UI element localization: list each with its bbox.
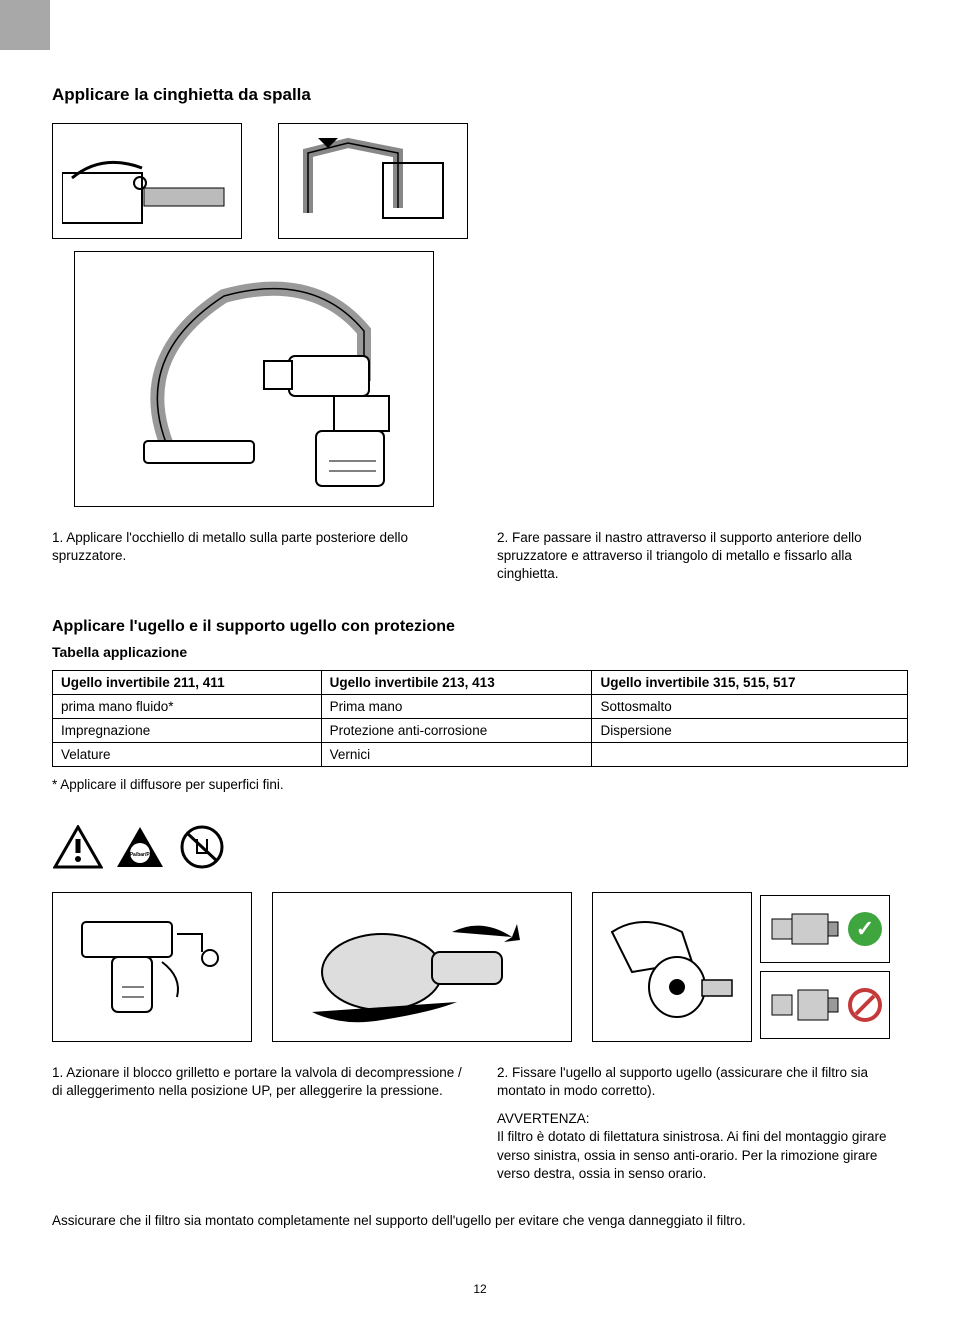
table-cell: Prima mano (321, 694, 592, 718)
illustration-correct (768, 904, 842, 954)
illustration-incorrect (768, 980, 842, 1030)
figure-strap-1 (52, 123, 242, 239)
figure-sprayer-strap (74, 251, 434, 507)
figure-row-1 (52, 123, 908, 507)
section1-step1: 1. Applicare l'occhiello di metallo sull… (52, 529, 463, 584)
no-hand-icon (176, 824, 228, 870)
section3-col2: 2. Fissare l'ugello al supporto ugello (… (497, 1064, 908, 1183)
figure-row-3: ✓ (52, 892, 908, 1042)
table-footnote: * Applicare il diffusore per superfici f… (52, 777, 908, 792)
table-cell: Dispersione (592, 718, 908, 742)
table-cell: prima mano fluido* (53, 694, 322, 718)
header-gray-box (0, 0, 50, 50)
table-row: prima mano fluido* Prima mano Sottosmalt… (53, 694, 908, 718)
table-title: Tabella applicazione (52, 644, 908, 660)
table-header-row: Ugello invertibile 211, 411 Ugello inver… (53, 670, 908, 694)
application-table: Ugello invertibile 211, 411 Ugello inver… (52, 670, 908, 767)
table-row: Impregnazione Protezione anti-corrosione… (53, 718, 908, 742)
table-cell: Impregnazione (53, 718, 322, 742)
illustration-sprayer-strap (84, 261, 424, 497)
table-header: Ugello invertibile 213, 413 (321, 670, 592, 694)
table-cell: Velature (53, 742, 322, 766)
section1-steps: 1. Applicare l'occhiello di metallo sull… (52, 529, 908, 584)
section3-steps: 1. Azionare il blocco grilletto e portar… (52, 1064, 908, 1183)
ok-badge: ✓ (848, 912, 882, 946)
figure-strap-2 (278, 123, 468, 239)
table-cell: Sottosmalto (592, 694, 908, 718)
panel-correct: ✓ (760, 895, 890, 963)
illustration-trigger-lock (62, 902, 242, 1032)
section3-step1: 1. Azionare il blocco grilletto e portar… (52, 1064, 463, 1183)
warn-label-text: AVVERTENZA: (497, 1111, 590, 1126)
table-row: Velature Vernici (53, 742, 908, 766)
warn-text: Il filtro è dotato di filettatura sinist… (497, 1129, 886, 1180)
illustration-strap-loop (288, 133, 458, 229)
section1-title: Applicare la cinghietta da spalla (52, 85, 908, 105)
figure-valve-up (272, 892, 572, 1042)
illustration-nozzle-front (602, 902, 742, 1032)
table-cell: Protezione anti-corrosione (321, 718, 592, 742)
svg-text:MPa/bar/PSI: MPa/bar/PSI (126, 852, 156, 858)
warning-icon-row: MPa/bar/PSI (52, 824, 908, 870)
pressure-icon: MPa/bar/PSI (114, 824, 166, 870)
page-content: Applicare la cinghietta da spalla (0, 0, 960, 1228)
page-number: 12 (0, 1282, 960, 1296)
section2-title: Applicare l'ugello e il supporto ugello … (52, 618, 908, 636)
section1-step2: 2. Fare passare il nastro attraverso il … (497, 529, 908, 584)
no-badge (848, 988, 882, 1022)
section3-step2: 2. Fissare l'ugello al supporto ugello (… (497, 1064, 908, 1100)
panel-incorrect (760, 971, 890, 1039)
avvertenza-label: AVVERTENZA: Il filtro è dotato di filett… (497, 1110, 908, 1183)
figure-nozzle-front (592, 892, 752, 1042)
table-header: Ugello invertibile 315, 515, 517 (592, 670, 908, 694)
illustration-strap-attach (62, 133, 232, 229)
warning-icon (52, 824, 104, 870)
figure-nozzle-mount: ✓ (592, 892, 892, 1042)
table-cell: Vernici (321, 742, 592, 766)
figure-nozzle-panels: ✓ (760, 895, 890, 1039)
figure-trigger-lock (52, 892, 252, 1042)
illustration-valve-up (282, 902, 562, 1032)
table-header: Ugello invertibile 211, 411 (53, 670, 322, 694)
bottom-note: Assicurare che il filtro sia montato com… (52, 1213, 908, 1228)
table-cell (592, 742, 908, 766)
